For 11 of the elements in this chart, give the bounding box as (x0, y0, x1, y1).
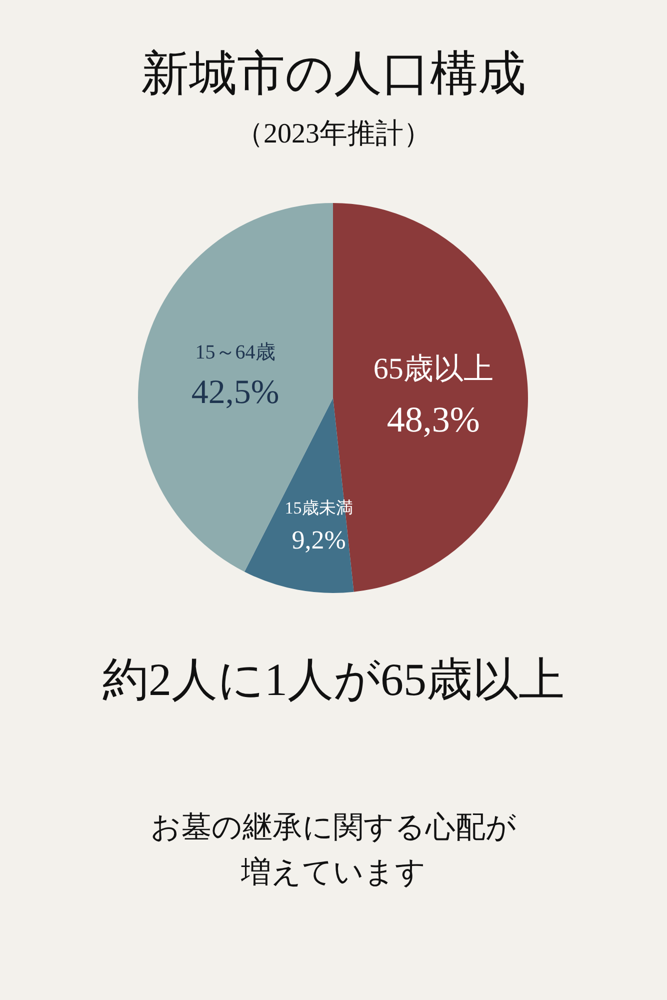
data-label: 42,5% (191, 374, 280, 412)
text: 増えています (240, 856, 426, 889)
chart-subtitle: （2023年推計） (236, 118, 432, 150)
slice-label: 15歳未満 (284, 498, 353, 518)
slice-label: 65歳以上 (373, 352, 494, 386)
chart-title: 新城市の人口構成 (141, 48, 526, 100)
slice-label: 15～64歳 (195, 341, 276, 364)
text: 約2人に1人が65歳以上 (102, 654, 564, 705)
data-label: 48,3% (386, 400, 480, 440)
data-label: 9,2% (292, 526, 346, 555)
text: お墓の継承に関する心配が (150, 811, 516, 844)
